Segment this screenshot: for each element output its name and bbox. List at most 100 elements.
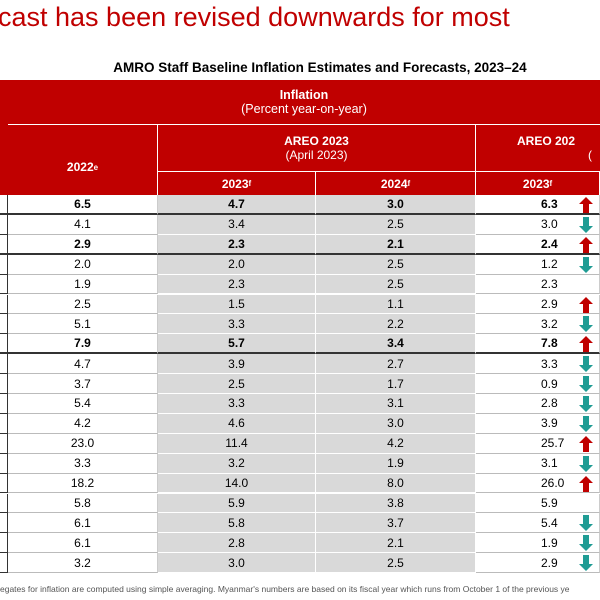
cell-text: 3.8 (387, 495, 404, 510)
arrow-down (579, 555, 593, 572)
cell-text: 3.2 (541, 316, 558, 331)
cell: 3.0 (476, 214, 600, 235)
cell: 1.1 (316, 294, 476, 315)
cell-text: 2023 (221, 176, 249, 191)
row-stub (0, 314, 8, 335)
cell-text: 3.9 (541, 416, 558, 431)
arrow-down (579, 316, 593, 333)
cell-text: 1.9 (541, 535, 558, 550)
cell: 4.2 (316, 433, 476, 454)
arrow-shape (579, 396, 593, 412)
cell: 26.0 (476, 473, 600, 494)
cell: 5.4 (8, 394, 158, 414)
cell-text: 2.0 (228, 257, 245, 272)
cell-text: AREO 202 (516, 134, 576, 148)
row-stub (0, 453, 8, 474)
cell-text: 3.9 (228, 356, 245, 371)
cell-text: 3.3 (74, 456, 91, 471)
cell: 2.5 (316, 274, 476, 295)
group-header: Inflation (Percent year-on-year) (8, 80, 600, 125)
cell-text: 2.5 (387, 217, 404, 232)
cell-text: 2.1 (387, 535, 404, 550)
areo-header: AREO 202 ( (476, 125, 600, 172)
cell: 18.2 (8, 473, 158, 494)
arrow-shape (579, 296, 593, 313)
cell-text: 3.7 (74, 376, 91, 391)
cell-text: 8.0 (387, 476, 404, 491)
arrow-down (579, 216, 593, 233)
cell-text: 7.9 (74, 336, 91, 351)
cell: 4.7 (8, 354, 158, 375)
arrow-down (579, 455, 593, 472)
cell: 3.1 (316, 394, 476, 414)
cell-text: 3.3 (228, 316, 245, 331)
cell: 3.0 (158, 553, 316, 574)
cell-text: 6.1 (74, 515, 91, 530)
arrow-down (579, 256, 593, 273)
cell: 2.9 (476, 553, 600, 574)
cell-text: 14.0 (224, 476, 249, 491)
cell: 6.3 (476, 195, 600, 215)
arrow-shape (579, 256, 593, 273)
cell-text: 1.9 (387, 456, 404, 471)
cell-text: 5.7 (228, 336, 245, 351)
cell-text: 2.5 (228, 376, 245, 391)
cell-text: 3.0 (541, 217, 558, 232)
cell-text: 3.1 (387, 396, 404, 411)
cell: 2.5 (158, 374, 316, 394)
row-stub (0, 513, 8, 534)
cell: 25.7 (476, 433, 600, 454)
cell: 6.1 (8, 513, 158, 534)
cell: 2.9 (8, 234, 158, 255)
cell: 2.0 (158, 254, 316, 275)
cell-text: 5.9 (541, 495, 558, 510)
cell: 23.0 (8, 433, 158, 454)
cell-text: 7.8 (541, 336, 558, 351)
arrow-shape (579, 415, 593, 432)
cell: 5.9 (158, 493, 316, 514)
row-stub (0, 234, 8, 255)
cell-text: 2022 (66, 160, 94, 174)
cell: 3.3 (158, 314, 316, 335)
header-stub (0, 80, 8, 195)
cell: 3.9 (476, 413, 600, 434)
row-stub (0, 214, 8, 235)
cell: 3.8 (316, 493, 476, 514)
cell: 3.3 (158, 394, 316, 414)
cell-text: 2.9 (541, 296, 558, 311)
cell-text: 2.3 (228, 236, 245, 251)
row-stub (0, 254, 8, 275)
cell: 3.1 (476, 453, 600, 474)
cell: 5.9 (476, 493, 600, 514)
table-title: AMRO Staff Baseline Inflation Estimates … (113, 60, 527, 75)
cell: 3.7 (316, 513, 476, 534)
cell: 7.9 (8, 334, 158, 355)
cell-text: 0.9 (541, 376, 558, 391)
arrow-shape (579, 216, 593, 233)
arrow-down (579, 396, 593, 412)
cell-text: f (248, 179, 252, 188)
cell-text: 25.7 (541, 436, 565, 451)
cell: 2.0 (8, 254, 158, 275)
cell-text: 5.8 (74, 495, 91, 510)
arrow-up (579, 236, 593, 253)
cell: 2.8 (158, 533, 316, 554)
cell-text: 6.1 (74, 535, 91, 550)
cell: 3.4 (158, 214, 316, 235)
cell-text: 2.2 (387, 316, 404, 331)
cell-text: 1.1 (387, 296, 404, 311)
arrow-up (579, 435, 593, 452)
cell: 1.9 (8, 274, 158, 295)
cell: 1.9 (316, 453, 476, 474)
arrow-up (579, 475, 593, 492)
cell-text: 2.5 (387, 277, 404, 292)
cell: 3.3 (8, 453, 158, 474)
cell-text: 2024 (380, 176, 408, 191)
arrow-down (579, 535, 593, 552)
cell-text: 2.7 (387, 356, 404, 371)
cell-text: 2.3 (228, 277, 245, 292)
arrow-shape (579, 316, 593, 333)
cell: 14.0 (158, 473, 316, 494)
cell: 2.5 (316, 214, 476, 235)
sub-header: 2023 f (476, 172, 600, 195)
